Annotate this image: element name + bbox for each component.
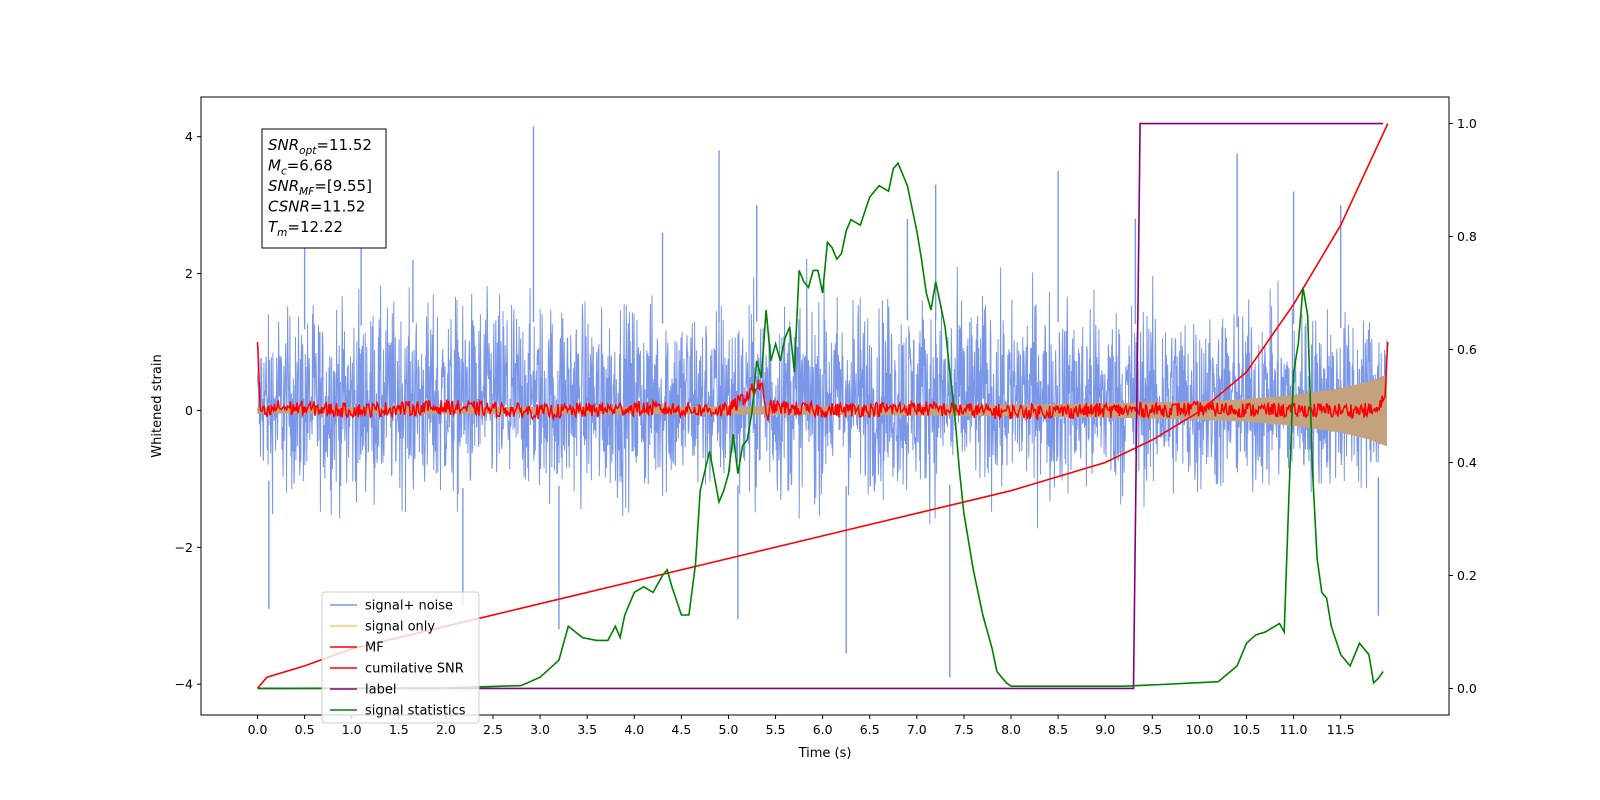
x-axis-label: Time (s)	[798, 746, 852, 761]
legend-label-4: label	[365, 683, 396, 698]
plot-area	[256, 122, 1389, 690]
y-axis-label: Whitened strain	[150, 354, 165, 457]
x-tick-label-18: 9.0	[1095, 722, 1115, 737]
legend: signal+ noise signal only MF cumilative SNR…	[321, 591, 480, 724]
y2-tick-label-2: 0.6	[1457, 342, 1477, 357]
x-tick-label-20: 10.0	[1185, 722, 1213, 737]
y-tick-label-2: 0	[185, 403, 193, 418]
x-tick-label-2: 1.0	[342, 722, 362, 737]
x-tick-label-19: 9.5	[1142, 722, 1162, 737]
y2-tick-label-0: 1.0	[1457, 116, 1477, 131]
x-tick-label-14: 7.0	[907, 722, 927, 737]
x-tick-label-22: 11.0	[1280, 722, 1308, 737]
x-tick-label-5: 2.5	[483, 722, 503, 737]
x-tick-label-23: 11.5	[1327, 722, 1355, 737]
x-tick-label-9: 4.5	[671, 722, 691, 737]
x-tick-label-3: 1.5	[389, 722, 409, 737]
x-tick-label-6: 3.0	[530, 722, 550, 737]
x-tick-label-11: 5.5	[766, 722, 786, 737]
legend-label-0: signal+ noise	[365, 599, 453, 614]
y2-tick-label-4: 0.2	[1457, 568, 1477, 583]
series-signal-noise	[257, 258, 1388, 529]
y2-tick-label-5: 0.0	[1457, 681, 1477, 696]
series-signal-statistics	[257, 161, 1384, 690]
y2-tick-label-3: 0.4	[1457, 455, 1477, 470]
x-tick-label-17: 8.5	[1048, 722, 1068, 737]
y-tick-label-4: −4	[175, 677, 193, 692]
info-line-0: SNRopt=11.52	[268, 136, 372, 157]
x-tick-label-8: 4.0	[624, 722, 644, 737]
x-tick-label-10: 5.0	[719, 722, 739, 737]
x-tick-label-16: 8.0	[1001, 722, 1021, 737]
legend-box	[321, 591, 480, 724]
info-line-3: CSNR=11.52	[268, 198, 365, 216]
x-tick-label-0: 0.0	[248, 722, 268, 737]
y2-tick-label-1: 0.8	[1457, 229, 1477, 244]
legend-label-5: signal statistics	[365, 704, 466, 719]
y-tick-label-1: 2	[185, 266, 193, 281]
legend-label-3: cumilative SNR	[365, 662, 464, 677]
legend-label-1: signal only	[365, 620, 435, 635]
info-line-2: SNRMF=[9.55]	[268, 177, 372, 198]
info-line-4: Tm=12.22	[268, 218, 343, 239]
legend-label-2: MF	[365, 641, 384, 656]
y-tick-label-3: −2	[175, 540, 193, 555]
x-tick-label-12: 6.0	[813, 722, 833, 737]
info-box-frame	[261, 128, 387, 249]
x-axis: 0.0 0.5 1.0 1.5 2.0 2.5 3.0 3.5 4.0 4.5 5.0 5.5 6.0 6…	[248, 715, 1355, 737]
x-tick-label-15: 7.5	[954, 722, 974, 737]
series-label	[257, 122, 1384, 690]
x-tick-label-21: 10.5	[1233, 722, 1261, 737]
y-axis-left: 4 2 0 −2 −4	[175, 129, 201, 692]
axes-frame	[200, 96, 1450, 716]
x-tick-label-13: 6.5	[860, 722, 880, 737]
x-tick-label-1: 0.5	[295, 722, 315, 737]
info-box: SNRopt=11.52Mc=6.68SNRMF=[9.55]CSNR=11.5…	[261, 128, 387, 249]
x-tick-label-7: 3.5	[577, 722, 597, 737]
y-axis-right: 1.0 0.8 0.6 0.4 0.2 0.0	[1449, 116, 1477, 696]
x-tick-label-4: 2.0	[436, 722, 456, 737]
y-tick-label-0: 4	[185, 129, 193, 144]
info-line-1: Mc=6.68	[268, 157, 333, 178]
